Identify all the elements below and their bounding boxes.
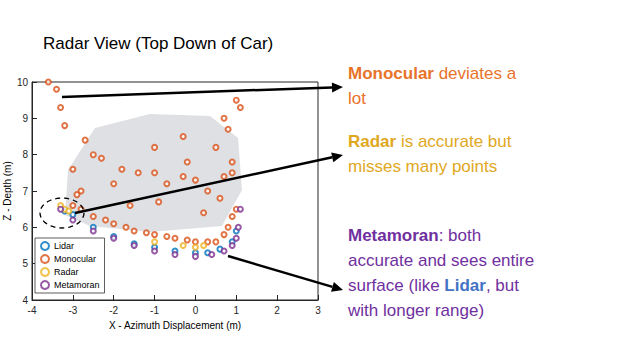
svg-text:3: 3 [315, 305, 321, 316]
svg-text:9: 9 [22, 113, 28, 124]
svg-text:Monocular: Monocular [54, 254, 96, 264]
svg-text:-2: -2 [109, 305, 118, 316]
svg-text:: both: : both [439, 226, 482, 245]
svg-text:X - Azimuth Displacement (m): X - Azimuth Displacement (m) [109, 320, 241, 331]
svg-text:-1: -1 [150, 305, 159, 316]
svg-text:0: 0 [193, 305, 199, 316]
svg-text:Radar View (Top Down of Car): Radar View (Top Down of Car) [43, 34, 273, 53]
svg-text:1: 1 [234, 305, 240, 316]
svg-text:2: 2 [274, 305, 280, 316]
svg-text:4: 4 [22, 294, 28, 306]
svg-text:Z - Depth (m): Z - Depth (m) [2, 161, 13, 220]
svg-text:Metamoran: Metamoran [54, 280, 100, 290]
svg-text:misses many points: misses many points [348, 157, 497, 176]
svg-text:, but: , but [486, 276, 519, 295]
svg-text:Metamoran: Metamoran [348, 226, 439, 245]
svg-text:8: 8 [22, 149, 28, 160]
svg-text:Monocular: Monocular [348, 64, 434, 83]
svg-text:6: 6 [22, 222, 28, 233]
svg-text:-4: -4 [28, 305, 37, 316]
svg-text:Lidar: Lidar [444, 276, 486, 295]
svg-text:deviates a: deviates a [434, 64, 517, 83]
svg-text:10: 10 [17, 77, 29, 88]
svg-text:7: 7 [22, 186, 28, 197]
svg-text:is accurate but: is accurate but [396, 132, 512, 151]
svg-text:surface (like: surface (like [348, 276, 444, 295]
svg-text:lot: lot [348, 89, 366, 108]
svg-text:-3: -3 [68, 305, 77, 316]
svg-text:Lidar: Lidar [54, 241, 74, 251]
svg-text:Radar: Radar [348, 132, 397, 151]
svg-text:with longer range): with longer range) [347, 301, 484, 320]
svg-text:5: 5 [22, 258, 28, 269]
svg-text:Radar: Radar [54, 267, 79, 277]
svg-text:accurate and sees entire: accurate and sees entire [348, 251, 534, 270]
